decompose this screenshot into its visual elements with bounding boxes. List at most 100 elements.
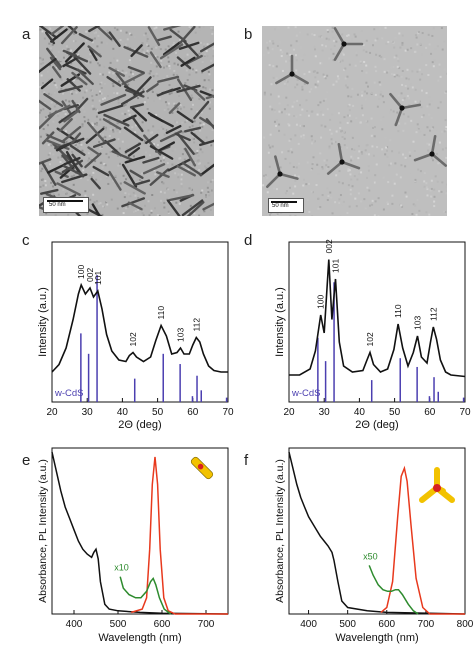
- noise-speck: [179, 107, 182, 110]
- noise-speck: [60, 153, 63, 156]
- noise-speck: [289, 214, 292, 216]
- noise-speck: [48, 152, 51, 155]
- noise-speck: [146, 49, 149, 52]
- nanorod: [65, 150, 82, 176]
- noise-speck: [204, 98, 207, 101]
- plot-frame: [288, 447, 466, 615]
- noise-speck: [294, 26, 297, 29]
- noise-speck: [130, 205, 133, 208]
- noise-speck: [434, 175, 437, 178]
- noise-speck: [348, 63, 351, 66]
- noise-speck: [357, 157, 360, 160]
- noise-speck: [132, 128, 135, 131]
- noise-speck: [210, 26, 213, 29]
- noise-speck: [118, 80, 121, 83]
- noise-speck: [55, 86, 58, 89]
- noise-speck: [323, 159, 326, 162]
- noise-speck: [75, 51, 78, 54]
- noise-speck: [53, 81, 56, 84]
- nanorod: [184, 126, 202, 133]
- noise-speck: [39, 185, 42, 188]
- noise-speck: [52, 193, 55, 196]
- noise-speck: [439, 66, 442, 69]
- noise-speck: [311, 33, 314, 36]
- noise-speck: [88, 121, 91, 124]
- noise-speck: [396, 65, 399, 68]
- noise-speck: [404, 156, 407, 159]
- noise-speck: [417, 32, 420, 35]
- panel-letter-a: a: [22, 26, 31, 43]
- noise-speck: [151, 107, 154, 110]
- noise-speck: [446, 183, 447, 186]
- noise-speck: [193, 141, 196, 144]
- noise-speck: [398, 151, 401, 154]
- noise-speck: [91, 123, 94, 126]
- noise-speck: [148, 72, 151, 75]
- noise-speck: [374, 126, 377, 129]
- noise-speck: [371, 44, 374, 47]
- nanorod: [165, 124, 182, 135]
- noise-speck: [64, 113, 67, 116]
- noise-speck: [198, 29, 201, 32]
- noise-speck: [173, 62, 176, 65]
- nanorod: [108, 66, 126, 77]
- noise-speck: [91, 104, 94, 107]
- noise-speck: [292, 165, 295, 168]
- y-axis-label: Absorbance, PL Intensity (a.u.): [274, 459, 286, 603]
- noise-speck: [204, 86, 207, 89]
- noise-speck: [159, 190, 162, 193]
- noise-speck: [433, 205, 436, 208]
- noise-speck: [164, 128, 167, 131]
- noise-speck: [175, 201, 178, 204]
- noise-speck: [197, 154, 200, 157]
- noise-speck: [174, 104, 177, 107]
- noise-speck: [341, 203, 344, 206]
- scale-bar-b-line: [271, 201, 297, 203]
- noise-speck: [40, 74, 43, 77]
- noise-speck: [389, 139, 392, 142]
- noise-speck: [402, 129, 405, 132]
- noise-speck: [57, 156, 60, 159]
- noise-speck: [398, 67, 401, 70]
- noise-speck: [409, 154, 412, 157]
- noise-speck: [302, 184, 305, 187]
- noise-speck: [122, 212, 125, 215]
- noise-speck: [105, 200, 108, 203]
- noise-speck: [191, 68, 194, 71]
- noise-speck: [133, 35, 136, 38]
- nanorod: [39, 26, 58, 39]
- noise-speck: [393, 73, 396, 76]
- noise-speck: [423, 172, 426, 175]
- noise-speck: [128, 75, 131, 78]
- noise-speck: [414, 100, 417, 103]
- noise-speck: [409, 83, 412, 86]
- noise-speck: [316, 84, 319, 87]
- noise-speck: [40, 62, 43, 65]
- noise-speck: [129, 32, 132, 35]
- noise-speck: [440, 130, 443, 133]
- noise-speck: [414, 178, 417, 181]
- noise-speck: [175, 91, 178, 94]
- nanorod: [49, 56, 62, 71]
- noise-speck: [296, 78, 299, 81]
- noise-speck: [440, 190, 443, 193]
- noise-speck: [105, 201, 108, 204]
- noise-speck: [386, 202, 389, 205]
- noise-speck: [430, 52, 433, 55]
- noise-speck: [414, 179, 417, 182]
- noise-speck: [288, 113, 291, 116]
- noise-speck: [374, 200, 377, 203]
- noise-speck: [298, 31, 301, 34]
- noise-speck: [195, 69, 198, 72]
- noise-speck: [396, 111, 399, 114]
- noise-speck: [312, 161, 315, 164]
- noise-speck: [435, 128, 438, 131]
- noise-speck: [402, 153, 405, 156]
- noise-speck: [436, 45, 439, 48]
- noise-speck: [323, 75, 326, 78]
- noise-speck: [209, 209, 212, 212]
- noise-speck: [150, 76, 153, 79]
- noise-speck: [382, 208, 385, 211]
- noise-speck: [98, 189, 101, 192]
- noise-speck: [275, 188, 278, 191]
